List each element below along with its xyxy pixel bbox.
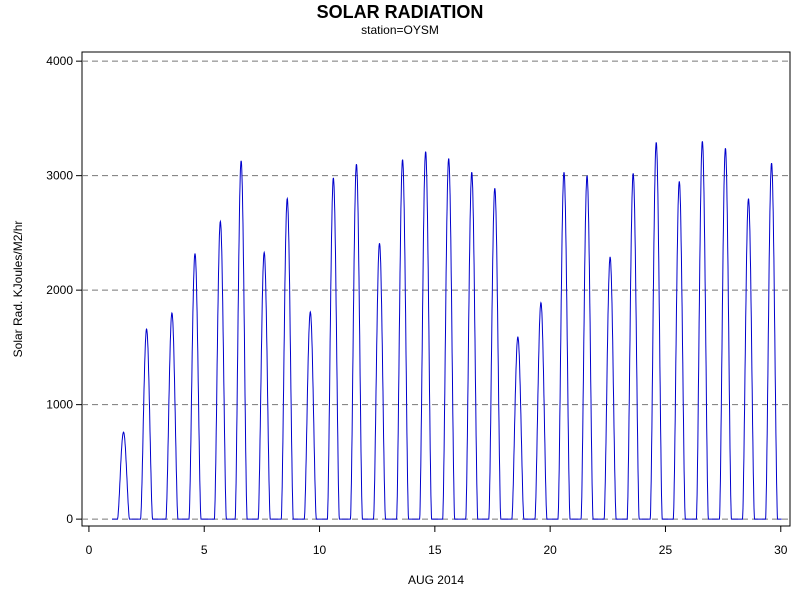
y-tick-label: 0 bbox=[66, 512, 73, 526]
y-tick-label: 4000 bbox=[46, 54, 73, 68]
x-axis-label: AUG 2014 bbox=[408, 573, 464, 587]
y-tick-label: 2000 bbox=[46, 283, 73, 297]
y-tick-label: 1000 bbox=[46, 398, 73, 412]
x-tick-label: 5 bbox=[201, 543, 208, 557]
x-tick-label: 25 bbox=[659, 543, 673, 557]
x-tick-label: 30 bbox=[774, 543, 788, 557]
y-axis: 0 1000 2000 3000 4000 bbox=[46, 54, 82, 526]
chart-subtitle: station=OYSM bbox=[361, 23, 439, 37]
x-tick-label: 10 bbox=[313, 543, 327, 557]
x-tick-label: 15 bbox=[428, 543, 442, 557]
chart-title: SOLAR RADIATION bbox=[316, 2, 484, 22]
x-tick-label: 20 bbox=[543, 543, 557, 557]
y-tick-label: 3000 bbox=[46, 169, 73, 183]
x-tick-label: 0 bbox=[86, 543, 93, 557]
series-line bbox=[112, 141, 782, 520]
y-axis-label: Solar Rad. KJoules/M2/hr bbox=[11, 221, 25, 358]
plot-frame bbox=[81, 51, 791, 527]
x-axis: 0 5 10 15 20 25 30 bbox=[86, 526, 788, 557]
